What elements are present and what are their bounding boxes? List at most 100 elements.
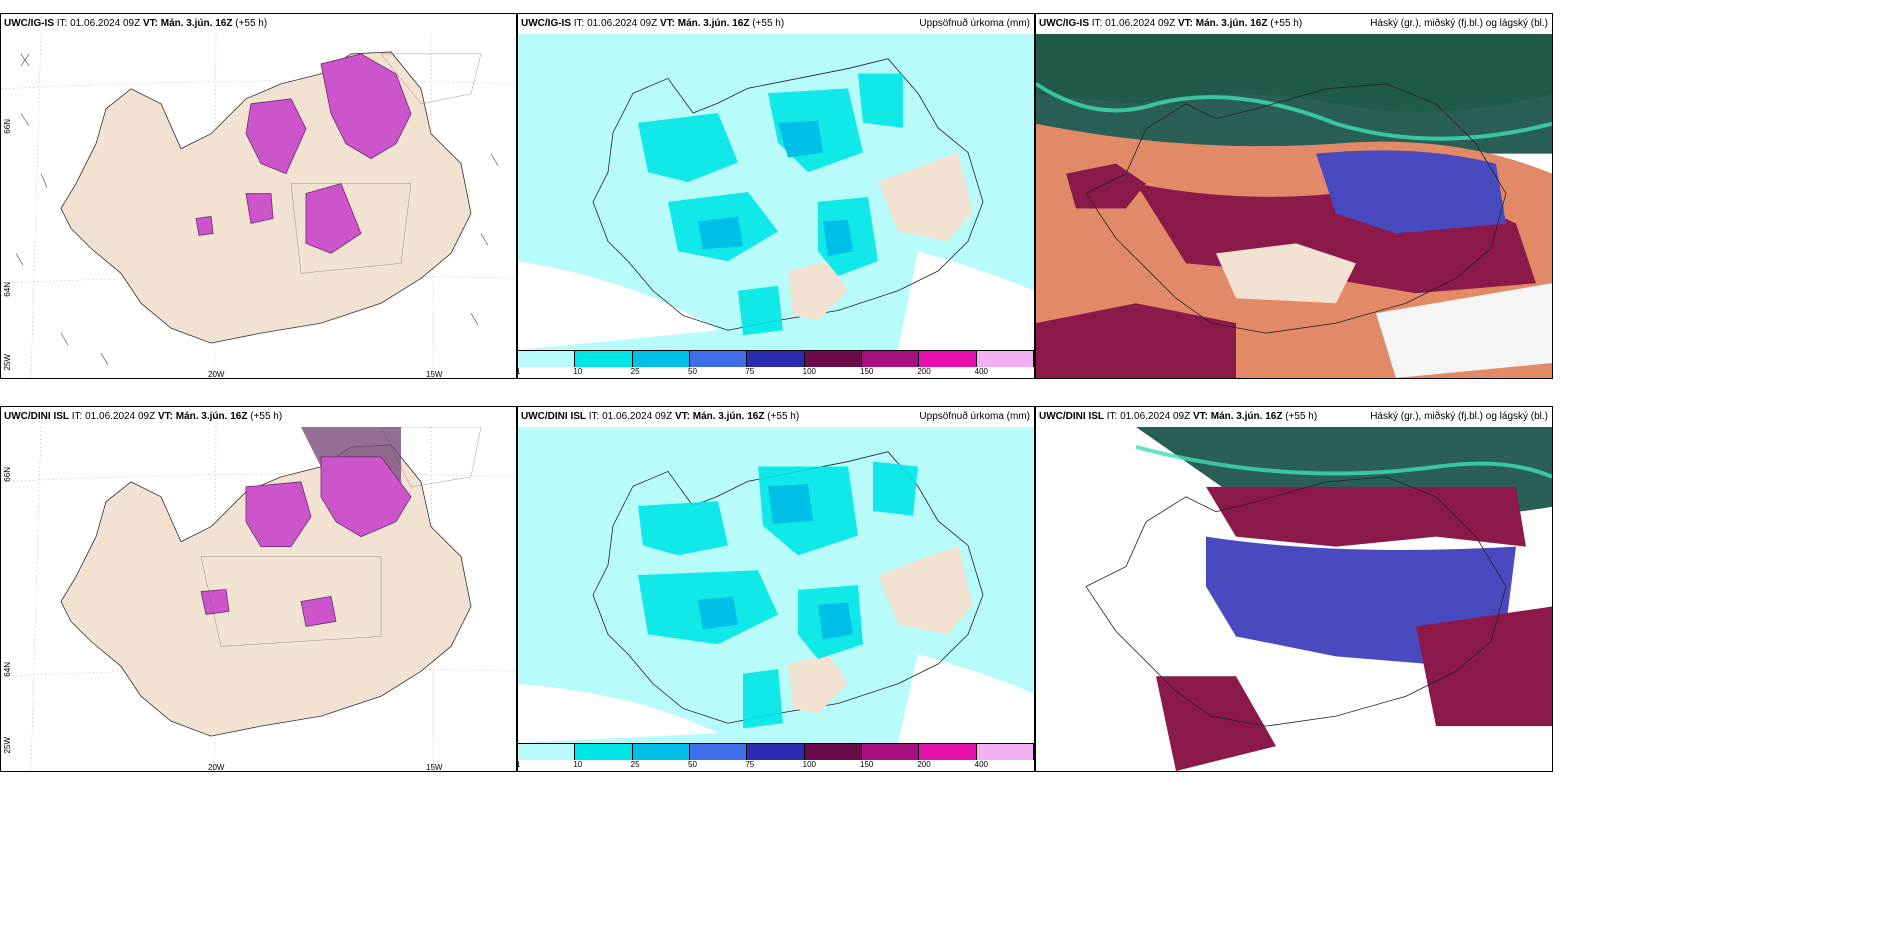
- hatch: [290, 53, 482, 274]
- vt-value: Mán. 3.jún. 16Z: [677, 18, 750, 29]
- precip-map: [518, 34, 1034, 350]
- legend-swatch: [632, 351, 690, 367]
- model-name: UWC/DINI ISL: [4, 411, 69, 422]
- legend-bar: [518, 350, 1034, 367]
- vt-value: Mán. 3.jún. 16Z: [692, 411, 765, 422]
- legend-swatch: [575, 351, 633, 367]
- legend-tick: 10: [573, 367, 583, 376]
- legend-swatch: [861, 744, 920, 760]
- legend-swatch: [861, 351, 920, 367]
- legend-tick: 75: [745, 760, 755, 769]
- legend-swatch: [804, 351, 862, 367]
- it-label: IT:: [71, 411, 83, 422]
- cloud-map: [1036, 34, 1552, 378]
- panel-precip-bottom: UWC/DINI ISL IT: 01.06.2024 09Z VT: Mán.…: [517, 406, 1035, 772]
- legend-tick: 150: [860, 760, 874, 769]
- lead-time: (+55 h): [1285, 411, 1318, 422]
- panel-header: UWC/IG-IS IT: 01.06.2024 09Z VT: Mán. 3.…: [1036, 14, 1552, 34]
- it-label: IT:: [1106, 411, 1118, 422]
- axis-lon15: 15W: [426, 763, 443, 772]
- cloud-title: Háský (gr.), miðský (fj.bl.) og lágský (…: [1370, 18, 1548, 29]
- vt-value: Mán. 3.jún. 16Z: [1210, 411, 1283, 422]
- panel-header: UWC/DINI ISL IT: 01.06.2024 09Z VT: Mán.…: [1036, 407, 1552, 427]
- axis-lon25: 25W: [3, 354, 12, 371]
- axis-lat66: 66N: [3, 467, 12, 482]
- vt-label: VT:: [157, 411, 173, 422]
- legend-swatch: [632, 744, 690, 760]
- legend-swatch: [747, 351, 805, 367]
- legend-swatch: [976, 744, 1034, 760]
- panel-header: UWC/DINI ISL IT: 01.06.2024 09Z VT: Mán.…: [518, 407, 1034, 427]
- panel-cloud-top: UWC/IG-IS IT: 01.06.2024 09Z VT: Mán. 3.…: [1035, 13, 1553, 379]
- panel-precip-top: UWC/IG-IS IT: 01.06.2024 09Z VT: Mán. 3.…: [517, 13, 1035, 379]
- panel-header: UWC/IG-IS IT: 01.06.2024 09Z VT: Mán. 3.…: [1, 14, 516, 34]
- it-label: IT:: [573, 18, 585, 29]
- iceland-coast: [592, 58, 984, 331]
- precip-map-svg: [518, 34, 1034, 350]
- panel-cloud-bottom: UWC/DINI ISL IT: 01.06.2024 09Z VT: Mán.…: [1035, 406, 1553, 772]
- legend-tick: 75: [745, 367, 755, 376]
- cloud-title: Háský (gr.), miðský (fj.bl.) og lágský (…: [1370, 411, 1548, 422]
- legend-tick: 400: [974, 367, 989, 376]
- it-value: 01.06.2024 09Z: [1120, 411, 1191, 422]
- legend-swatch: [575, 744, 633, 760]
- precip-map: [518, 427, 1034, 743]
- panel-wind-top: UWC/IG-IS IT: 01.06.2024 09Z VT: Mán. 3.…: [0, 13, 517, 379]
- legend-swatch: [689, 744, 748, 760]
- precip-legend: 1 10 25 50 75 100 150 200 400: [518, 743, 1034, 771]
- axis-lon15: 15W: [426, 370, 443, 379]
- lead-time: (+55 h): [250, 411, 283, 422]
- model-name: UWC/IG-IS: [4, 18, 54, 29]
- legend-swatch: [976, 351, 1034, 367]
- legend-tick: 150: [860, 367, 874, 376]
- cloud-map-svg: [1036, 34, 1552, 378]
- legend-tick: 200: [917, 367, 931, 376]
- legend-tick: 1: [518, 367, 520, 376]
- lead-time: (+55 h): [1270, 18, 1303, 29]
- it-value: 01.06.2024 09Z: [602, 411, 673, 422]
- legend-tick: 400: [974, 760, 989, 769]
- lead-time: (+55 h): [752, 18, 785, 29]
- vt-value: Mán. 3.jún. 16Z: [160, 18, 233, 29]
- axis-lon25: 25W: [3, 737, 12, 754]
- legend-swatch: [919, 744, 977, 760]
- vt-label: VT:: [142, 18, 158, 29]
- wind-barbs: [15, 53, 499, 366]
- model-name: UWC/DINI ISL: [1039, 411, 1104, 422]
- legend-tick: 100: [802, 760, 817, 769]
- precip-legend: 1 10 25 50 75 100 150 200 400: [518, 350, 1034, 378]
- legend-swatch: [747, 744, 805, 760]
- legend-tick: 100: [802, 367, 817, 376]
- legend-swatch: [518, 744, 576, 760]
- panel-header: UWC/DINI ISL IT: 01.06.2024 09Z VT: Mán.…: [1, 407, 516, 427]
- vt-label: VT:: [674, 411, 690, 422]
- legend-tick: 50: [688, 760, 697, 769]
- it-value: 01.06.2024 09Z: [70, 18, 141, 29]
- it-label: IT:: [56, 18, 68, 29]
- legend-swatch: [518, 351, 576, 367]
- axis-lat64: 64N: [3, 282, 12, 297]
- legend-swatch: [689, 351, 748, 367]
- axis-lon20: 20W: [208, 763, 225, 772]
- axis-lat66: 66N: [3, 119, 12, 134]
- axis-lon20: 20W: [208, 370, 225, 379]
- it-value: 01.06.2024 09Z: [587, 18, 658, 29]
- legend-swatch: [804, 744, 862, 760]
- legend-tick: 25: [630, 367, 640, 376]
- legend-tick: 200: [917, 760, 931, 769]
- lead-time: (+55 h): [235, 18, 268, 29]
- vt-value: Mán. 3.jún. 16Z: [175, 411, 248, 422]
- cloud-map: [1036, 427, 1552, 771]
- vt-label: VT:: [659, 18, 675, 29]
- legend-tick: 50: [688, 367, 697, 376]
- model-name: UWC/IG-IS: [1039, 18, 1089, 29]
- wind-map-svg: [1, 34, 516, 378]
- model-name: UWC/DINI ISL: [521, 411, 586, 422]
- panel-header: UWC/IG-IS IT: 01.06.2024 09Z VT: Mán. 3.…: [518, 14, 1034, 34]
- vt-label: VT:: [1177, 18, 1193, 29]
- vt-label: VT:: [1192, 411, 1208, 422]
- it-value: 01.06.2024 09Z: [1105, 18, 1176, 29]
- legend-tick: 10: [573, 760, 583, 769]
- it-value: 01.06.2024 09Z: [85, 411, 156, 422]
- axis-lat64: 64N: [3, 662, 12, 677]
